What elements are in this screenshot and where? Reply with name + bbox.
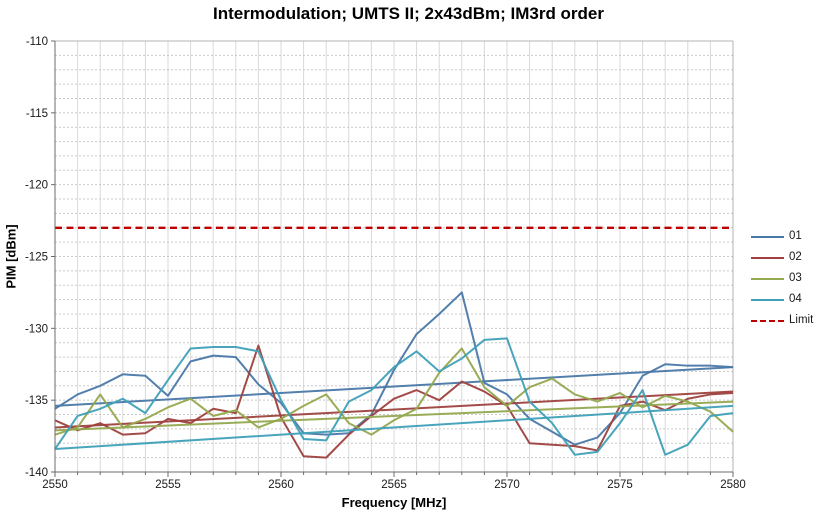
x-tick-label: 2560 (268, 479, 294, 491)
legend-item-02: 02 (751, 247, 813, 268)
legend-label-03: 03 (789, 271, 802, 284)
legend-item-limit: Limit (751, 310, 813, 331)
series-line-03 (54, 347, 734, 436)
chart-title: Intermodulation; UMTS II; 2x43dBm; IM3rd… (212, 4, 605, 23)
legend: 01 02 03 04 Limit (751, 226, 813, 331)
y-tick-label: -140 (25, 467, 48, 479)
y-tick-label: -125 (25, 252, 48, 264)
x-tick-label: 2565 (381, 479, 407, 491)
legend-label-02: 02 (789, 250, 802, 263)
legend-swatch-limit (751, 319, 784, 322)
legend-item-04: 04 (751, 289, 813, 310)
y-axis-title: PIM [dBm] (3, 224, 19, 289)
x-tick-label: 2570 (494, 479, 520, 491)
series-line-04 (54, 337, 734, 456)
x-tick-label: 2580 (720, 479, 746, 491)
y-tick-label: -120 (25, 180, 48, 192)
x-tick-label: 2555 (155, 479, 181, 491)
legend-swatch-04 (751, 298, 784, 301)
trend-line-04 (54, 404, 734, 451)
y-tick-label: -130 (25, 323, 48, 335)
x-tick-label: 2550 (42, 479, 68, 491)
trend-line-01 (54, 366, 734, 407)
y-tick-label: -115 (26, 108, 48, 120)
legend-label-04: 04 (789, 292, 802, 305)
y-tick-label: -135 (25, 395, 48, 407)
legend-swatch-03 (751, 277, 784, 280)
trend-line-03 (54, 400, 734, 432)
x-tick-label: 2575 (607, 479, 633, 491)
legend-swatch-02 (751, 256, 784, 259)
y-tick-label: -110 (26, 36, 48, 48)
legend-item-01: 01 (751, 226, 813, 247)
trend-line-02 (54, 390, 734, 429)
legend-label-01: 01 (789, 229, 802, 242)
legend-swatch-01 (751, 235, 784, 238)
legend-item-03: 03 (751, 268, 813, 289)
x-axis-title: Frequency [MHz] (341, 495, 447, 510)
legend-label-limit: Limit (789, 313, 814, 326)
